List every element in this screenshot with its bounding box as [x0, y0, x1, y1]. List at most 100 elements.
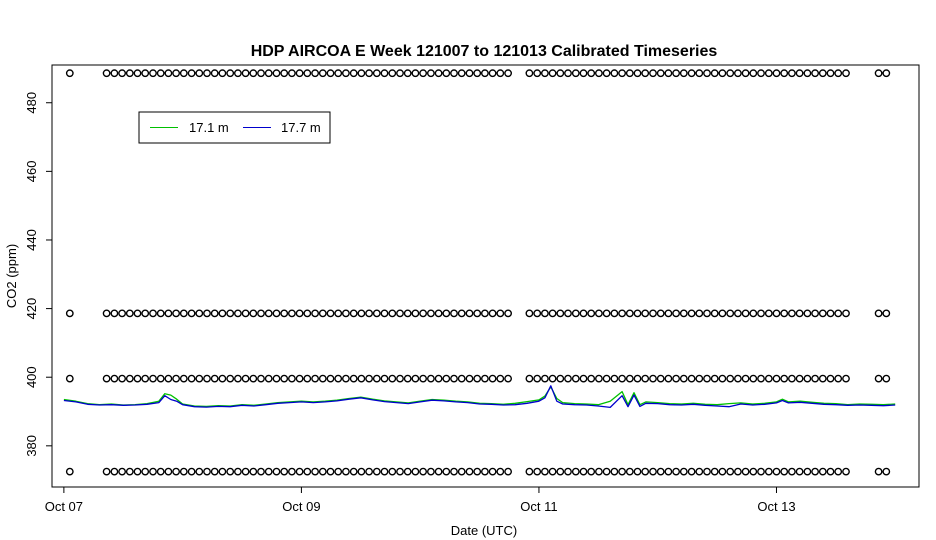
marker-point-279	[641, 69, 650, 78]
marker-point-355	[788, 69, 796, 78]
marker-point-87	[257, 69, 265, 78]
x-tick-label-0: Oct 07	[45, 499, 83, 514]
marker-point-108	[303, 467, 312, 476]
marker-point-119	[318, 69, 327, 78]
series-lines	[63, 385, 896, 409]
marker-point-173	[426, 374, 435, 383]
marker-point-57	[203, 374, 211, 383]
marker-point-332	[749, 467, 758, 476]
marker-point-38	[164, 309, 173, 318]
marker-point-170	[419, 309, 427, 318]
marker-point-219	[525, 69, 534, 78]
marker-point-312	[710, 467, 719, 476]
marker-point-388	[882, 467, 891, 476]
marker-point-88	[264, 467, 273, 476]
marker-point-242	[571, 309, 580, 318]
marker-point-348	[780, 467, 789, 476]
marker-point-106	[295, 309, 304, 318]
y-tick-label-4: 460	[24, 161, 39, 183]
marker-point-16	[125, 467, 134, 476]
marker-point-365	[811, 374, 819, 383]
marker-point-321	[726, 374, 735, 383]
marker-point-1	[65, 374, 74, 383]
marker-point-62	[210, 309, 219, 318]
marker-point-206	[488, 309, 497, 318]
marker-point-27	[141, 69, 150, 78]
marker-point-107	[295, 69, 304, 78]
marker-point-69	[226, 374, 235, 383]
marker-point-217	[525, 374, 534, 383]
marker-point-37	[164, 374, 173, 383]
marker-point-326	[734, 309, 742, 318]
marker-point-143	[365, 69, 373, 78]
marker-point-319	[718, 69, 727, 78]
marker-point-94	[272, 309, 281, 318]
chart-title: HDP AIRCOA E Week 121007 to 121013 Calib…	[251, 43, 718, 60]
marker-point-44	[179, 467, 188, 476]
marker-point-213	[504, 374, 512, 383]
marker-point-176	[434, 467, 443, 476]
marker-point-148	[380, 467, 389, 476]
marker-point-142	[365, 309, 373, 318]
marker-point-54	[195, 309, 204, 318]
plot-frame	[51, 64, 920, 488]
marker-point-234	[556, 309, 565, 318]
marker-point-130	[341, 309, 350, 318]
marker-point-380	[842, 467, 850, 476]
marker-point-61	[210, 374, 219, 383]
marker-point-146	[372, 309, 381, 318]
marker-point-180	[442, 467, 451, 476]
marker-point-245	[579, 374, 588, 383]
marker-point-357	[795, 374, 804, 383]
x-tick-label-3: Oct 13	[757, 499, 795, 514]
marker-point-159	[396, 69, 404, 78]
marker-point-68	[226, 467, 235, 476]
marker-point-79	[241, 69, 250, 78]
marker-point-287	[656, 69, 665, 78]
marker-point-325	[734, 374, 742, 383]
marker-point-125	[334, 374, 343, 383]
marker-point-53	[195, 374, 204, 383]
marker-point-187	[450, 69, 458, 78]
marker-point-47	[179, 69, 188, 78]
marker-point-21	[133, 374, 142, 383]
marker-point-314	[710, 309, 719, 318]
marker-point-391	[882, 69, 891, 78]
marker-point-211	[496, 69, 505, 78]
marker-point-55	[195, 69, 204, 78]
marker-point-178	[434, 309, 443, 318]
marker-point-72	[233, 467, 242, 476]
marker-point-196	[473, 467, 482, 476]
marker-point-144	[372, 467, 381, 476]
marker-point-290	[664, 309, 673, 318]
marker-point-111	[303, 69, 312, 78]
marker-point-373	[826, 374, 835, 383]
marker-point-372	[826, 467, 835, 476]
marker-point-50	[187, 309, 196, 318]
marker-point-8	[110, 467, 119, 476]
marker-point-280	[649, 467, 657, 476]
marker-point-253	[595, 374, 603, 383]
marker-point-59	[203, 69, 211, 78]
marker-point-286	[656, 309, 665, 318]
marker-point-329	[741, 374, 750, 383]
marker-point-324	[734, 467, 742, 476]
marker-point-364	[811, 467, 819, 476]
marker-point-163	[403, 69, 412, 78]
marker-point-113	[311, 374, 319, 383]
marker-point-249	[587, 374, 596, 383]
marker-point-263	[610, 69, 619, 78]
marker-point-376	[834, 467, 843, 476]
x-axis-label: Date (UTC)	[451, 523, 517, 538]
marker-point-224	[541, 467, 549, 476]
marker-point-186	[450, 309, 458, 318]
marker-point-156	[396, 467, 404, 476]
marker-point-74	[233, 309, 242, 318]
marker-point-225	[541, 374, 549, 383]
marker-point-35	[156, 69, 165, 78]
marker-point-80	[249, 467, 258, 476]
marker-point-387	[874, 69, 883, 78]
marker-point-205	[488, 374, 497, 383]
marker-point-85	[257, 374, 265, 383]
